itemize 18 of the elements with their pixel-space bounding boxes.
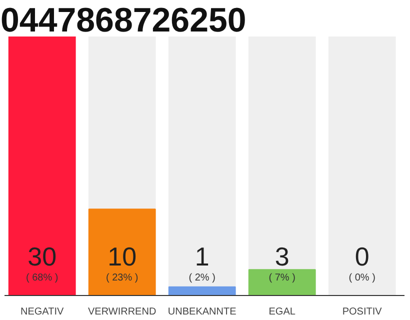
x-tick-label: EGAL [268, 306, 296, 318]
data-label: 1 [194, 242, 210, 272]
annotation: ( 2% ) [188, 272, 216, 284]
x-tick-label: NEGATIV [20, 306, 64, 318]
x-tick-label: UNBEKANNTE [168, 306, 237, 318]
annotation: ( 23% ) [106, 272, 138, 284]
annotation: ( 0% ) [348, 272, 376, 284]
data-label: 30 [28, 242, 57, 272]
data-label: 0 [354, 242, 370, 272]
chart-title: 0447868726250 [0, 2, 246, 40]
annotation: ( 7% ) [268, 272, 296, 284]
data-label: 10 [108, 242, 137, 272]
annotation: ( 68% ) [26, 272, 58, 284]
bar [168, 286, 236, 296]
x-tick-label: POSITIV [342, 306, 382, 318]
bar [248, 269, 316, 296]
x-tick-label: VERWIRREND [88, 306, 156, 318]
data-label: 3 [274, 242, 290, 272]
